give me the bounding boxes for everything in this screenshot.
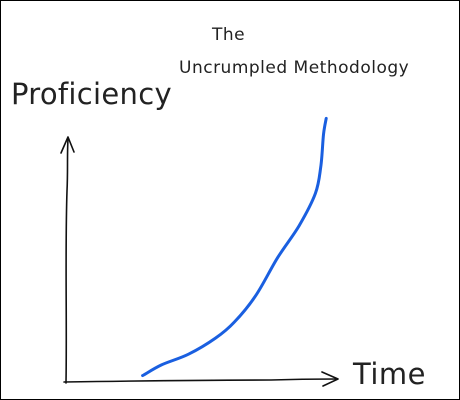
y-axis-label: Proficiency: [11, 77, 172, 111]
series-layer: [141, 116, 328, 378]
chart-title-line-1: The: [212, 25, 246, 45]
x-axis-label: Time: [353, 357, 426, 391]
x-axis-line: [63, 378, 338, 383]
series-line-0: [141, 116, 328, 378]
y-axis-line: [65, 138, 69, 384]
chart-title-line-2: Uncrumpled Methodology: [179, 58, 410, 78]
y-axis-arrowhead: [60, 136, 75, 154]
x-axis-arrowhead: [321, 371, 339, 387]
